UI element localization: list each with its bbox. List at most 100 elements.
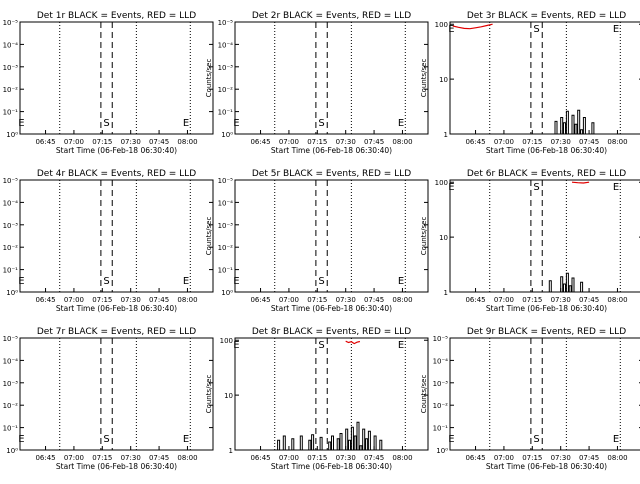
plot-frame xyxy=(234,21,429,135)
x-tick-label: 06:45 xyxy=(465,296,485,304)
y-tick-label: 10⁻¹ xyxy=(433,425,449,433)
y-tick-label: 10⁻⁵ xyxy=(3,335,19,343)
x-tick-label: 07:15 xyxy=(307,138,327,146)
x-tick-label: 08:00 xyxy=(177,296,197,304)
event-marker: S xyxy=(318,340,324,351)
events-series xyxy=(277,421,385,451)
event-marker: E xyxy=(398,276,404,287)
chart-panel: Det 1r BLACK = Events, RED = LLD 10⁰ 10⁻¹ 1… xyxy=(3,11,214,155)
y-tick-label: 100 xyxy=(435,179,448,187)
y-tick-label: 10⁻⁵ xyxy=(3,177,19,185)
x-tick-label: 07:00 xyxy=(279,138,299,146)
y-tick-label: 10⁻³ xyxy=(433,380,449,388)
y-tick-label: 10⁻² xyxy=(3,244,19,252)
x-tick-label: 07:15 xyxy=(92,454,112,462)
chart-panel: Det 5r BLACK = Events, RED = LLD 10⁰ 10⁻¹ 1… xyxy=(205,169,429,313)
x-tick-label: 08:00 xyxy=(607,138,627,146)
event-marker: E xyxy=(448,434,454,445)
event-marker: E xyxy=(613,434,619,445)
chart-panel: Det 2r BLACK = Events, RED = LLD 10⁰ 10⁻¹ 1… xyxy=(205,11,429,155)
y-tick-label: 100 xyxy=(435,21,448,29)
x-tick-label: 08:00 xyxy=(392,454,412,462)
event-marker: S xyxy=(103,434,109,445)
y-tick-label: 10⁻² xyxy=(433,402,449,410)
y-axis-label: Counts/sec xyxy=(420,59,428,98)
y-axis-label: Counts/sec xyxy=(205,375,213,414)
x-tick-label: 07:15 xyxy=(307,296,327,304)
lld-series xyxy=(345,340,361,345)
x-axis-label: Start Time (06-Feb-18 06:30:40) xyxy=(486,304,607,313)
x-tick-label: 07:15 xyxy=(92,296,112,304)
x-tick-label: 07:00 xyxy=(494,138,514,146)
y-tick-label: 10⁻¹ xyxy=(3,267,19,275)
chart-panel: Det 8r BLACK = Events, RED = LLD 1 10 100 Co… xyxy=(205,327,429,471)
y-tick-label: 10⁻⁴ xyxy=(3,357,19,365)
y-tick-label: 10⁻³ xyxy=(3,222,19,230)
plot-frame xyxy=(19,179,214,293)
x-tick-label: 07:00 xyxy=(494,454,514,462)
x-tick-label: 07:15 xyxy=(307,454,327,462)
x-axis-label: Start Time (06-Feb-18 06:30:40) xyxy=(271,146,392,155)
y-axis-label: Counts/sec xyxy=(205,59,213,98)
event-marker: S xyxy=(318,276,324,287)
y-tick-label: 10⁻⁴ xyxy=(433,357,449,365)
x-tick-label: 06:45 xyxy=(250,454,270,462)
y-tick-label: 10⁻⁵ xyxy=(218,177,234,185)
y-tick-label: 10⁻⁵ xyxy=(3,19,19,27)
y-tick-label: 10⁻² xyxy=(3,402,19,410)
y-axis-label: Counts/sec xyxy=(420,375,428,414)
y-tick-label: 10⁰ xyxy=(6,131,18,139)
x-tick-label: 07:00 xyxy=(279,454,299,462)
event-marker: E xyxy=(183,118,189,129)
event-marker: E xyxy=(233,118,239,129)
y-tick-label: 10⁻³ xyxy=(3,64,19,72)
event-marker: E xyxy=(398,118,404,129)
y-tick-label: 10⁻⁴ xyxy=(3,41,19,49)
y-tick-label: 10 xyxy=(439,76,448,84)
event-marker: E xyxy=(18,434,24,445)
chart-panel: Det 6r BLACK = Events, RED = LLD 1 10 100 Co… xyxy=(420,169,640,313)
plot-frame xyxy=(449,337,640,451)
x-tick-label: 08:00 xyxy=(177,454,197,462)
x-tick-label: 06:45 xyxy=(465,454,485,462)
chart-panel: Det 4r BLACK = Events, RED = LLD 10⁰ 10⁻¹ 1… xyxy=(3,169,214,313)
x-axis-label: Start Time (06-Feb-18 06:30:40) xyxy=(271,304,392,313)
event-marker: E xyxy=(183,276,189,287)
event-marker: S xyxy=(533,182,539,193)
event-marker: S xyxy=(103,118,109,129)
y-tick-label: 10⁰ xyxy=(6,289,18,297)
x-axis-label: Start Time (06-Feb-18 06:30:40) xyxy=(486,146,607,155)
chart-panel: Det 7r BLACK = Events, RED = LLD 10⁰ 10⁻¹ 1… xyxy=(3,327,214,471)
y-tick-label: 1 xyxy=(229,447,233,455)
chart-title: Det 8r BLACK = Events, RED = LLD xyxy=(252,327,411,337)
chart-title: Det 4r BLACK = Events, RED = LLD xyxy=(37,169,196,179)
x-tick-label: 06:45 xyxy=(35,138,55,146)
plot-frame xyxy=(234,337,429,451)
event-marker: S xyxy=(533,24,539,35)
plot-frame xyxy=(19,21,214,135)
plot-frame xyxy=(449,21,640,135)
y-tick-label: 10⁻¹ xyxy=(218,109,234,117)
chart-title: Det 6r BLACK = Events, RED = LLD xyxy=(467,169,626,179)
x-axis-label: Start Time (06-Feb-18 06:30:40) xyxy=(56,462,177,471)
y-tick-label: 10⁻⁵ xyxy=(433,335,449,343)
x-tick-label: 08:00 xyxy=(607,296,627,304)
x-tick-label: 07:15 xyxy=(92,138,112,146)
plot-frame xyxy=(234,179,429,293)
event-marker: E xyxy=(448,24,454,35)
x-tick-label: 07:45 xyxy=(579,454,599,462)
y-tick-label: 10⁻¹ xyxy=(3,425,19,433)
y-tick-label: 10⁻² xyxy=(218,244,234,252)
events-series xyxy=(478,272,586,293)
y-tick-label: 100 xyxy=(220,337,233,345)
x-tick-label: 07:00 xyxy=(494,296,514,304)
y-tick-label: 10⁻² xyxy=(3,86,19,94)
x-tick-label: 07:00 xyxy=(64,296,84,304)
chart-title: Det 2r BLACK = Events, RED = LLD xyxy=(252,11,411,21)
y-tick-label: 10⁻² xyxy=(218,86,234,94)
x-tick-label: 07:45 xyxy=(149,138,169,146)
y-tick-label: 10⁰ xyxy=(221,131,233,139)
x-tick-label: 06:45 xyxy=(250,296,270,304)
event-marker: E xyxy=(183,434,189,445)
